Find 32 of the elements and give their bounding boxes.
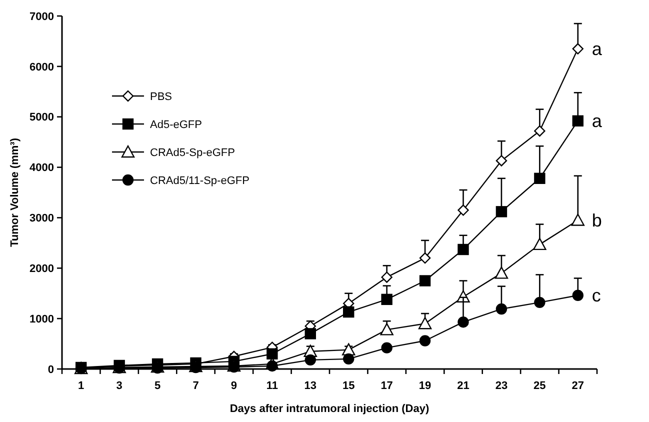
annotation: a — [592, 111, 603, 132]
y-axis-title: Tumor Volume (mm³) — [9, 138, 21, 247]
legend-label: CRAd5-Sp-eGFP — [150, 146, 235, 159]
x-tick-label: 19 — [418, 380, 432, 392]
y-tick-label: 7000 — [30, 10, 54, 23]
x-tick-label: 13 — [304, 380, 317, 392]
legend-label: PBS — [150, 90, 172, 103]
x-tick-label: 21 — [457, 380, 470, 392]
y-tick-label: 3000 — [30, 212, 54, 225]
annotation: c — [592, 286, 601, 306]
y-tick-label: 1000 — [30, 313, 54, 326]
y-tick-label: 6000 — [30, 61, 54, 74]
x-tick-label: 5 — [154, 380, 161, 392]
x-tick-label: 7 — [192, 380, 199, 392]
annotation: b — [592, 210, 602, 231]
x-axis-title: Days after intratumoral injection (Day) — [230, 403, 430, 415]
x-tick-label: 9 — [230, 380, 238, 392]
y-tick-label: 4000 — [30, 162, 54, 174]
y-tick-label: 2000 — [30, 262, 54, 275]
legend-label: CRAd5/11-Sp-eGFP — [150, 174, 250, 187]
annotation: a — [592, 39, 603, 60]
x-tick-label: 23 — [495, 380, 508, 392]
y-tick-label: 0 — [48, 364, 54, 376]
x-tick-label: 25 — [534, 380, 546, 392]
x-tick-label: 3 — [116, 380, 122, 392]
x-tick-label: 17 — [380, 380, 393, 392]
x-tick-label: 15 — [342, 380, 355, 392]
y-tick-label: 5000 — [30, 112, 54, 124]
x-tick-label: 1 — [78, 380, 84, 392]
x-tick-label: 27 — [572, 380, 584, 392]
x-tick-label: 11 — [266, 380, 278, 392]
legend-label: Ad5-eGFP — [150, 118, 202, 131]
